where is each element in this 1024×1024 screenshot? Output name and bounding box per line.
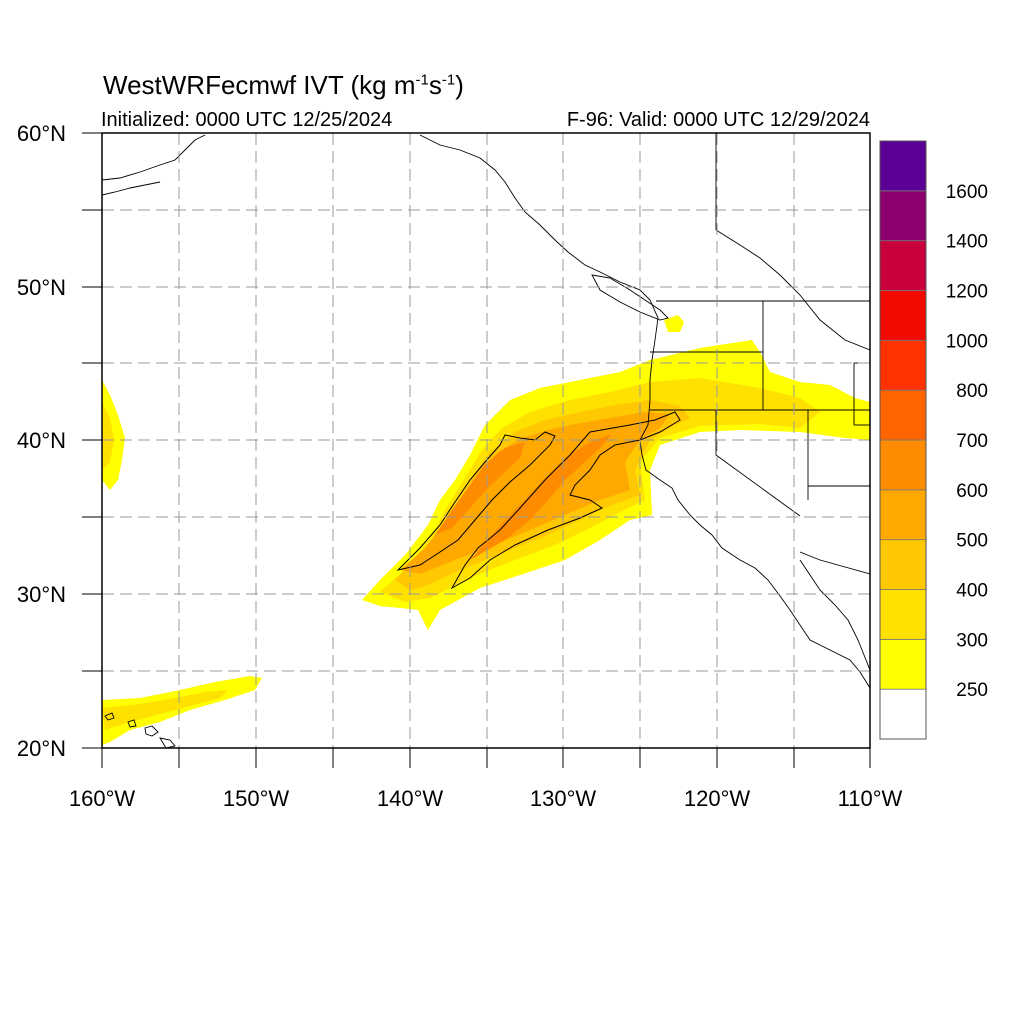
alaska-coast (102, 134, 206, 181)
state-borders (650, 133, 870, 575)
hawaii-island-3 (144, 725, 159, 737)
color-bar-swatch (879, 489, 927, 541)
color-bar-label: 1600 (946, 182, 988, 203)
alaska-pen (102, 181, 161, 196)
lon-label-130w: 130°W (530, 786, 597, 811)
color-bar-label: 250 (956, 680, 988, 701)
color-bar-label: 500 (956, 531, 988, 552)
us-mexico-border (799, 551, 870, 575)
ivt-600-region-north (435, 442, 525, 535)
contour-north (396, 431, 556, 571)
color-bar-swatch (879, 539, 927, 590)
color-bar-swatch (879, 439, 927, 491)
baja-gulf-line (799, 559, 870, 671)
west-coast-line (419, 134, 870, 689)
map-title: WestWRFecmwf IVT (kg m-1s-1) (103, 70, 464, 100)
color-bar-swatch (879, 290, 927, 341)
color-bar-swatch (879, 339, 927, 391)
hawaii-island-4 (159, 737, 176, 748)
lat-label-20: 20°N (17, 736, 66, 761)
ca-nv-border-diag (715, 454, 801, 517)
ivt-600-region-south (470, 434, 612, 560)
axis-ticks (82, 132, 871, 768)
lon-label-150w: 150°W (223, 786, 290, 811)
color-bar-label: 300 (956, 630, 988, 651)
lat-label-30: 30°N (17, 582, 66, 607)
color-bar-swatch (879, 589, 927, 640)
color-bar-label: 700 (956, 431, 988, 452)
color-bar-label: 1000 (946, 331, 988, 352)
ivt-250-puget (664, 315, 684, 332)
lon-labels: 160°W 150°W 140°W 130°W 120°W 110°W (69, 786, 903, 811)
lon-label-160w: 160°W (69, 786, 136, 811)
initialized-label: Initialized: 0000 UTC 12/25/2024 (101, 109, 393, 131)
hawaii-island-2 (127, 719, 137, 728)
hawaii-island-1 (104, 712, 115, 721)
alberta-border (715, 229, 870, 351)
color-bar-swatch (879, 688, 927, 740)
color-bar-label: 1200 (946, 282, 988, 303)
color-bar-label: 400 (956, 581, 988, 602)
ivt-fields (102, 315, 870, 745)
lon-label-110w: 110°W (838, 786, 903, 811)
color-bar-swatch (879, 638, 927, 690)
color-bar-frame (879, 140, 927, 740)
color-bar-swatch (879, 190, 927, 242)
lon-label-120w: 120°W (684, 786, 751, 811)
color-bar-label: 600 (956, 481, 988, 502)
coastlines (102, 134, 870, 748)
color-bar-swatch (879, 140, 927, 192)
graticule (102, 133, 870, 748)
lat-labels: 20°N 30°N 40°N 50°N 60°N (17, 121, 66, 761)
color-bar-label: 800 (956, 381, 988, 402)
color-bar-swatch (879, 389, 927, 441)
color-bar-label: 1400 (946, 232, 988, 253)
lon-label-140w: 140°W (377, 786, 444, 811)
lat-label-50: 50°N (17, 275, 66, 300)
color-bar-swatch (879, 240, 927, 291)
ivt-300-left-edge (102, 402, 114, 470)
lat-label-60: 60°N (17, 121, 66, 146)
color-bar: 250 300 400 500 600 700 800 1000 1200 1400 1600 (879, 140, 988, 740)
valid-time-label: F-96: Valid: 0000 UTC 12/29/2024 (566, 109, 870, 131)
lat-label-40: 40°N (17, 428, 66, 453)
vancouver-island (591, 274, 669, 321)
